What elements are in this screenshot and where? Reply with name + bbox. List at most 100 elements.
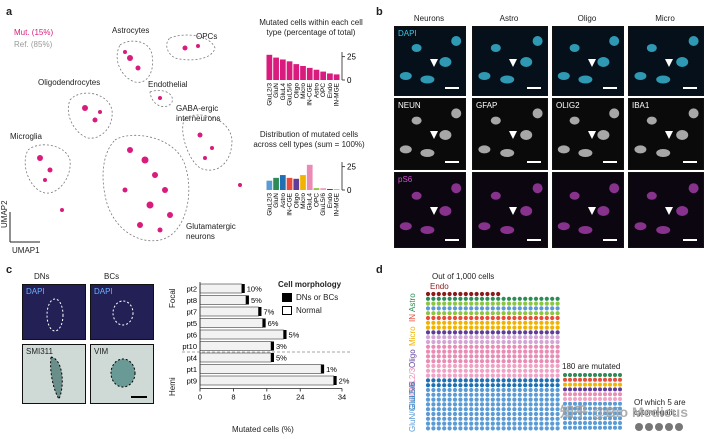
waffle-dot xyxy=(485,339,490,345)
waffle-dot xyxy=(506,421,512,426)
waffle-dot xyxy=(512,330,517,335)
waffle-dot xyxy=(501,383,506,388)
waffle-dot xyxy=(512,392,517,397)
waffle-dot xyxy=(528,306,533,311)
waffle-dot xyxy=(425,387,431,393)
waffle-dot xyxy=(501,339,506,345)
waffle-dot xyxy=(496,383,501,388)
waffle-dot xyxy=(496,339,501,345)
waffle-dot xyxy=(436,378,441,383)
waffle-mutated-dot xyxy=(598,382,602,387)
waffle-dot xyxy=(528,378,533,383)
waffle-dot xyxy=(517,296,522,301)
waffle-dot xyxy=(539,306,544,311)
waffle-dot xyxy=(479,359,485,364)
chart2-bar-1 xyxy=(273,177,279,190)
stain-label-r1-c2: OLIG2 xyxy=(556,101,580,110)
waffle-dot xyxy=(533,330,539,335)
waffle-dot xyxy=(474,315,479,321)
waffle-dot xyxy=(463,339,468,345)
chart2-bar-9 xyxy=(327,189,333,190)
waffle-dot xyxy=(425,325,431,330)
waffle-dot xyxy=(490,291,495,297)
cell-blob xyxy=(500,226,515,234)
waffle-dot xyxy=(533,311,539,316)
waffle-dot xyxy=(501,397,506,402)
waffle-dot xyxy=(490,411,495,417)
cell-blob xyxy=(688,183,699,194)
waffle-dot xyxy=(550,392,555,397)
waffle-mutated-dot xyxy=(573,373,577,377)
waffle-dot xyxy=(463,426,468,431)
waffle-dot xyxy=(452,359,458,364)
waffle-dot xyxy=(544,320,549,325)
waffle-dot xyxy=(544,416,549,421)
waffle-dot xyxy=(533,315,539,321)
waffle-dot xyxy=(528,416,533,421)
waffle-dot xyxy=(452,344,458,349)
waffle-dot xyxy=(479,426,485,431)
waffle-dot xyxy=(555,426,560,431)
waffle-dot xyxy=(506,402,512,407)
waffle-dot xyxy=(528,349,533,354)
chart1-bar-6 xyxy=(306,67,313,80)
waffle-dot xyxy=(539,383,544,388)
waffle-dot xyxy=(496,378,501,383)
waffle-mutated-dot xyxy=(588,382,592,387)
group-hemi: Hemi xyxy=(168,377,177,396)
waffle-mutated-dot xyxy=(583,387,587,392)
waffle-mutated-dot xyxy=(603,382,607,387)
waffle-dot xyxy=(496,402,501,407)
waffle-dot xyxy=(469,359,474,364)
waffle-dot xyxy=(447,392,452,397)
waffle-dot xyxy=(431,416,436,421)
chart3-xlabel: Mutated cells (%) xyxy=(232,425,294,434)
waffle-dot xyxy=(501,421,506,426)
waffle-dot xyxy=(485,363,490,369)
chart-distribution-mutated: GluL2/3 GluN Astro IN-CGE Oligo Micro GluL4 OPC… xyxy=(266,162,356,216)
waffle-dot xyxy=(447,373,452,378)
waffle-mutated-dot xyxy=(593,401,597,406)
chart3-bar-dn-6 xyxy=(271,353,274,362)
waffle-dot xyxy=(506,306,512,311)
waffle-dot xyxy=(474,373,479,378)
waffle-mutated-dot xyxy=(578,382,582,387)
waffle-dot xyxy=(452,315,458,321)
waffle-dot xyxy=(431,349,436,354)
waffle-dot xyxy=(458,320,463,325)
waffle-mutated-dot xyxy=(583,401,587,406)
waffle-dot xyxy=(533,416,539,421)
waffle-dot xyxy=(539,402,544,407)
scale-bar xyxy=(527,161,541,163)
waffle-dot xyxy=(512,354,517,359)
waffle-dot xyxy=(442,354,447,359)
waffle-mutated-dot xyxy=(573,421,577,425)
waffle-dot xyxy=(474,383,479,388)
waffle-mutated-dot xyxy=(563,382,567,387)
waffle-dot xyxy=(523,296,528,301)
waffle-dot xyxy=(490,301,495,306)
waffle-dot xyxy=(447,335,452,340)
waffle-dot xyxy=(431,411,436,417)
cell-blob xyxy=(478,72,491,80)
waffle-dot xyxy=(442,349,447,354)
waffle-dot xyxy=(436,407,441,412)
waffle-dot xyxy=(469,392,474,397)
waffle-dot xyxy=(550,306,555,311)
waffle-dot xyxy=(555,330,560,335)
waffle-dot xyxy=(501,378,506,383)
waffle-dot xyxy=(506,378,512,383)
waffle-mutated-dot xyxy=(578,377,582,382)
waffle-dot xyxy=(550,335,555,340)
waffle-dot xyxy=(550,354,555,359)
chart-mutated-patients: pt2 10%pt8 5%pt7 7%pt5 6%pt6 5%pt10 3%pt4 5%pt1… xyxy=(182,282,352,402)
waffle-dot xyxy=(425,411,431,417)
waffle-dot xyxy=(512,368,517,373)
waffle-dot xyxy=(431,392,436,397)
waffle-dot xyxy=(550,373,555,378)
umap-plot xyxy=(9,34,242,243)
waffle-mutated-dot xyxy=(608,416,612,421)
chart3-ylabel-5: pt10 xyxy=(182,342,197,351)
waffle-dot xyxy=(485,426,490,431)
waffle-dot xyxy=(517,354,522,359)
